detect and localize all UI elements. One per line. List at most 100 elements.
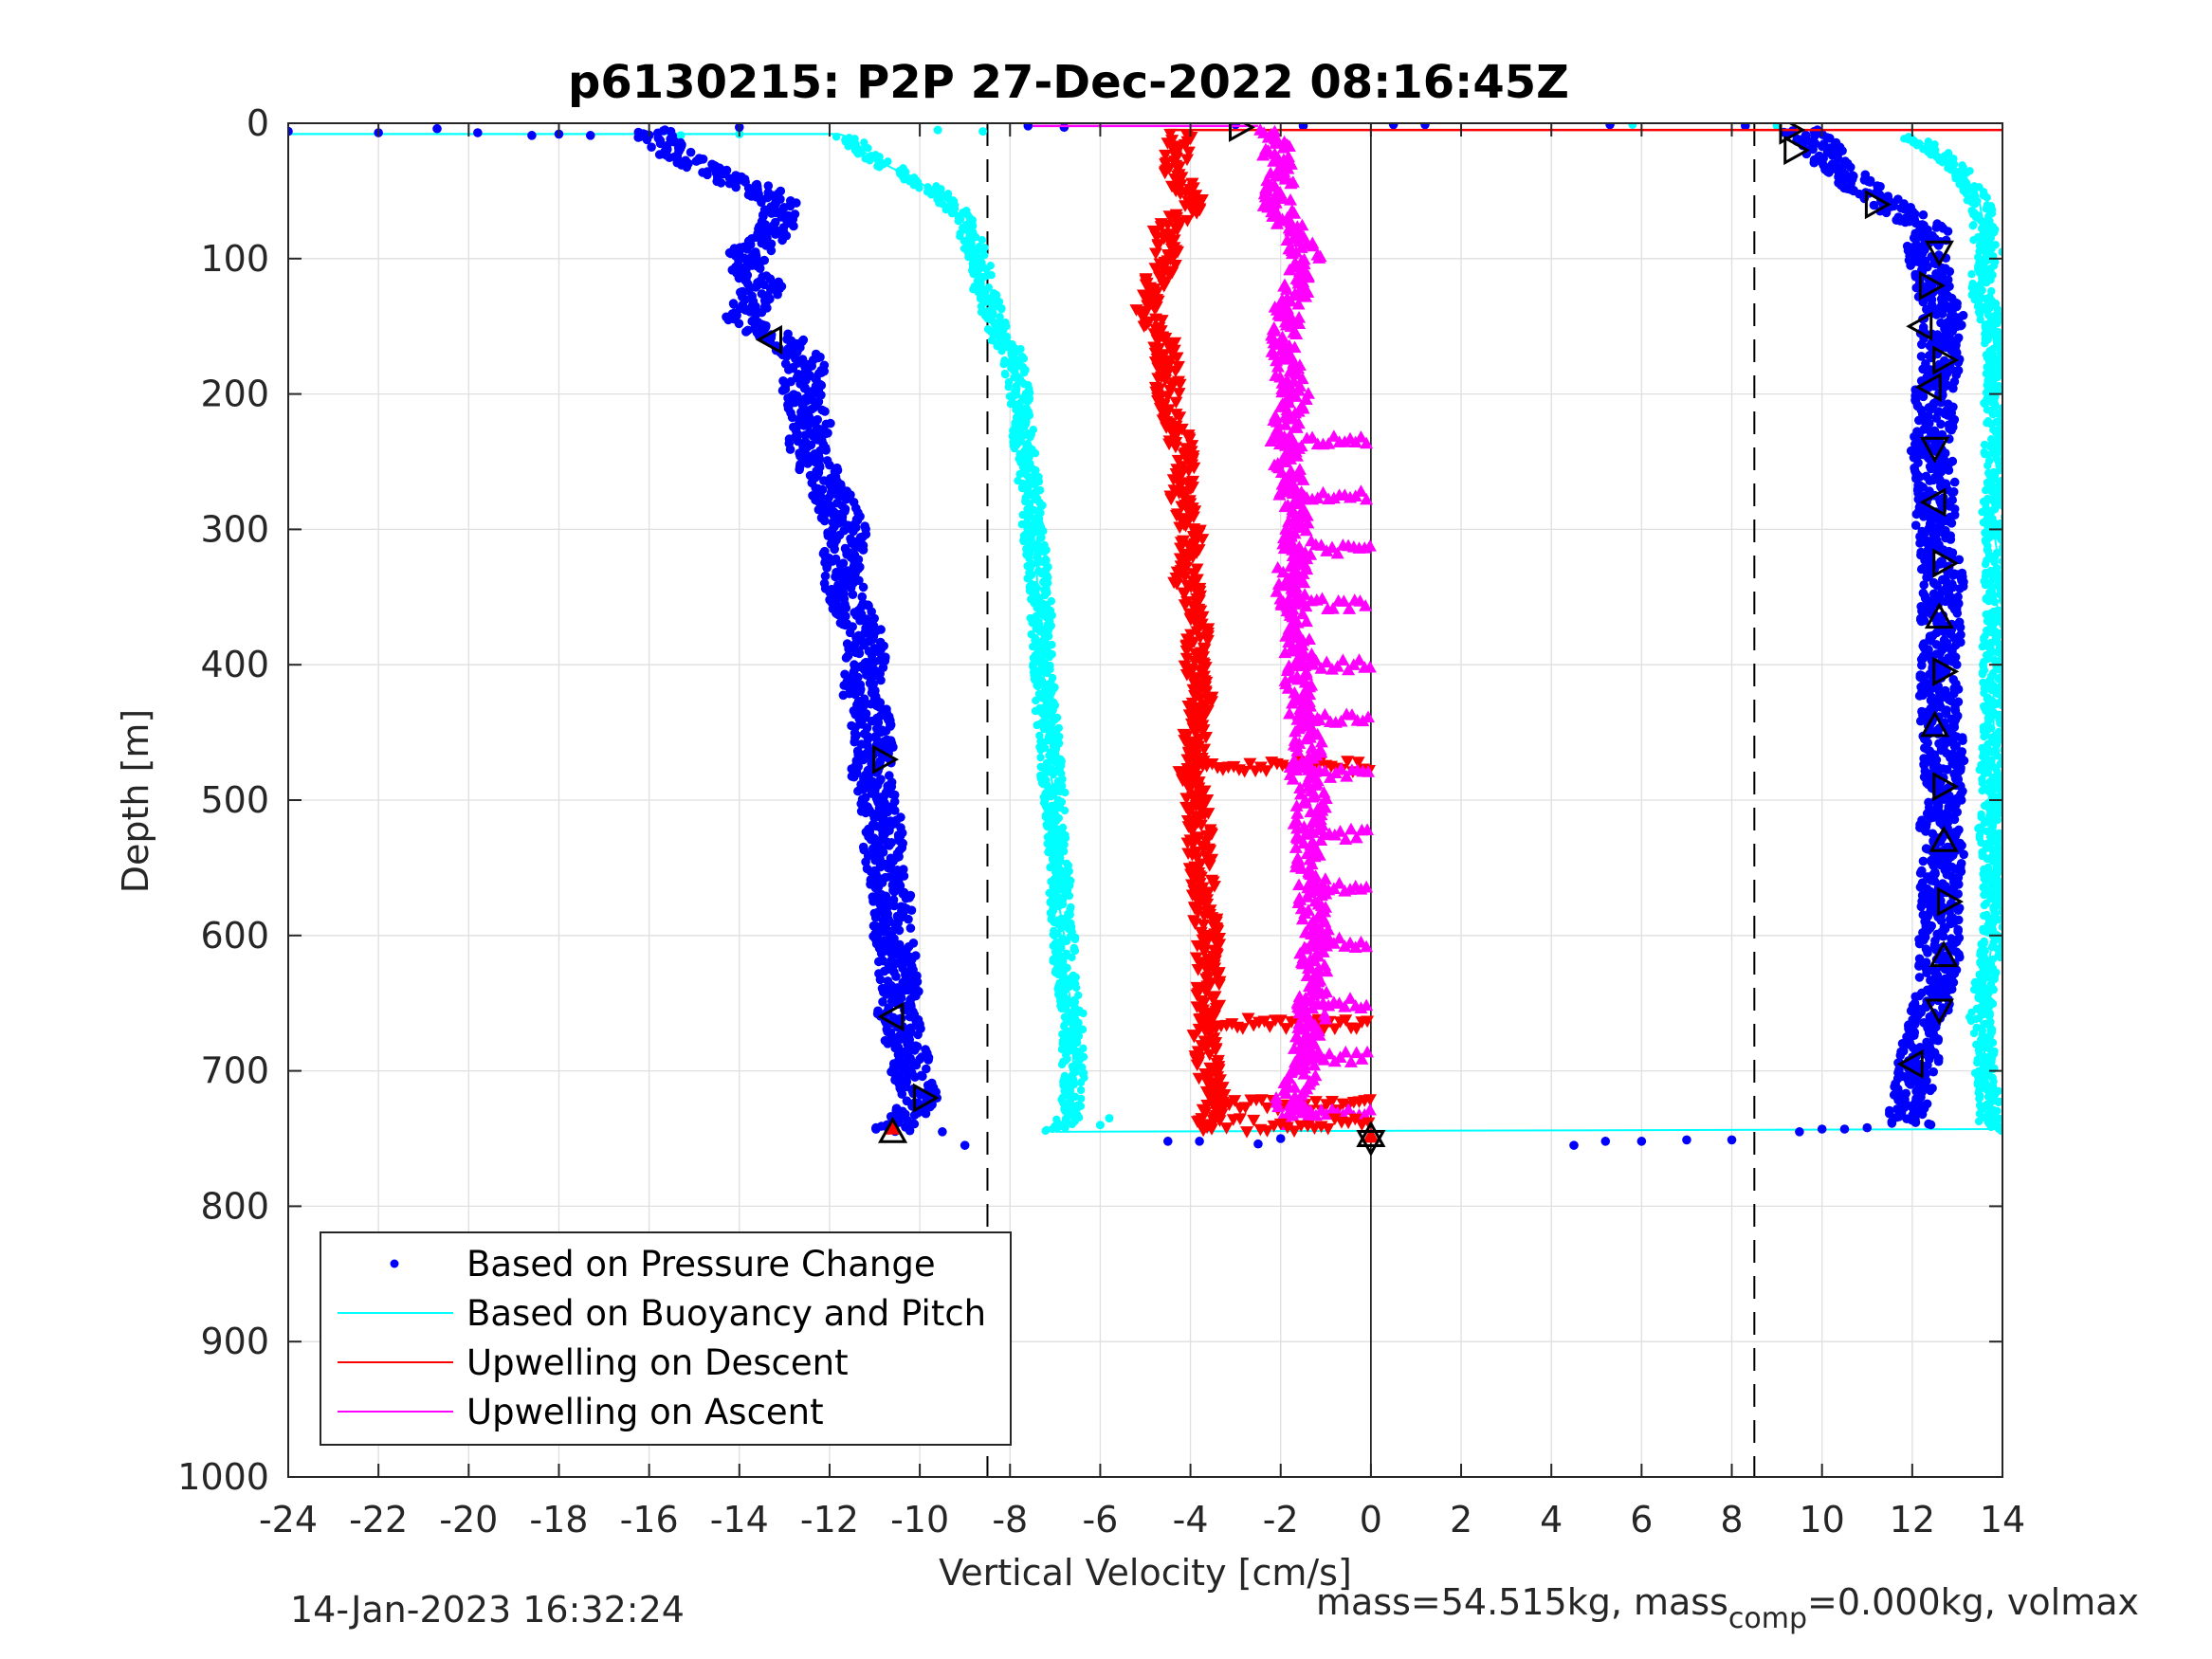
buoyancy-point: [1988, 822, 1997, 831]
pressure-point: [1929, 1066, 1938, 1077]
buoyancy-point: [1031, 480, 1039, 489]
pressure-point: [894, 925, 905, 936]
pressure-point: [1916, 902, 1927, 912]
pressure-point: [849, 772, 859, 782]
pressure-point: [1916, 352, 1927, 361]
pressure-point: [1918, 297, 1929, 307]
pressure-outlier-point: [1795, 1127, 1804, 1137]
descent-triangle: [1172, 161, 1186, 173]
buoyancy-point: [1985, 966, 1994, 975]
descent-triangle: [1152, 271, 1166, 284]
buoyancy-point: [997, 347, 1006, 356]
buoyancy-point: [1057, 923, 1066, 933]
pressure-point: [904, 914, 913, 924]
pressure-point: [1938, 931, 1948, 941]
pressure-point: [734, 319, 744, 329]
buoyancy-point: [1975, 1048, 1983, 1058]
pressure-point: [1925, 476, 1935, 485]
pressure-point: [703, 170, 712, 180]
buoyancy-point: [1996, 953, 2002, 962]
pressure-outlier-point: [1162, 1137, 1173, 1146]
buoyancy-point: [1978, 669, 1987, 679]
pressure-point: [1825, 134, 1835, 143]
buoyancy-outlier-point: [1998, 247, 2002, 257]
pressure-point: [1947, 519, 1957, 528]
pressure-point: [1906, 1080, 1915, 1089]
buoyancy-point: [941, 206, 950, 214]
pressure-point: [757, 197, 766, 208]
pressure-point: [820, 407, 830, 416]
buoyancy-point: [1980, 818, 1989, 828]
buoyancy-point: [954, 217, 962, 226]
pressure-point: [918, 1071, 927, 1082]
buoyancy-point: [926, 191, 936, 199]
buoyancy-point: [1981, 339, 1989, 348]
pressure-point: [1919, 580, 1929, 590]
pressure-outlier-point: [1195, 1137, 1204, 1146]
buoyancy-outlier-point: [1628, 123, 1637, 129]
pressure-point: [1931, 223, 1942, 232]
pressure-point: [1906, 261, 1915, 270]
pressure-outlier-point: [1298, 123, 1308, 131]
pressure-point: [844, 644, 853, 654]
pressure-point: [1918, 856, 1929, 866]
buoyancy-point: [1998, 556, 2002, 566]
descent-triangle: [1149, 247, 1163, 261]
descent-triangle: [1155, 315, 1169, 327]
pressure-point: [665, 153, 674, 162]
pressure-point: [870, 913, 881, 922]
buoyancy-point: [915, 184, 923, 192]
pressure-point: [871, 1124, 881, 1134]
pressure-point: [1959, 849, 1968, 860]
buoyancy-point: [999, 360, 1008, 369]
buoyancy-point: [1947, 166, 1955, 174]
pressure-point: [1914, 961, 1924, 971]
pressure-point: [1817, 141, 1827, 152]
buoyancy-point: [1068, 1120, 1077, 1129]
buoyancy-point: [1978, 642, 1986, 651]
pressure-point: [1910, 1118, 1921, 1127]
pressure-outlier-point: [288, 126, 293, 137]
pressure-point: [1922, 573, 1931, 582]
pressure-point: [889, 901, 899, 911]
pressure-point: [1929, 876, 1940, 886]
pressure-point: [642, 135, 652, 145]
pressure-point: [766, 246, 777, 256]
pressure-outlier-point: [1600, 1137, 1611, 1146]
buoyancy-point: [1974, 1117, 1983, 1126]
buoyancy-point: [1976, 310, 1984, 319]
buoyancy-point: [1983, 193, 1991, 202]
pressure-point: [1911, 509, 1922, 520]
pressure-outlier-point: [635, 131, 645, 140]
pressure-point: [831, 572, 840, 582]
pressure-point: [755, 264, 765, 274]
pressure-point: [731, 182, 740, 192]
pressure-point: [1887, 1119, 1897, 1128]
buoyancy-point: [1043, 668, 1051, 678]
pressure-outlier-point: [432, 123, 442, 134]
buoyancy-point: [1017, 520, 1027, 529]
descent-triangle: [1168, 260, 1182, 272]
pressure-point: [838, 690, 849, 701]
pressure-point: [1949, 741, 1960, 752]
buoyancy-point: [1968, 222, 1977, 230]
pressure-point: [861, 808, 870, 818]
pressure-outlier-point: [527, 131, 537, 140]
pressure-point: [1915, 868, 1926, 878]
pressure-point: [773, 289, 782, 300]
buoyancy-point: [1975, 1094, 1983, 1103]
buoyancy-point: [1033, 720, 1041, 730]
pressure-point: [1948, 571, 1958, 580]
pressure-point: [1955, 623, 1965, 632]
pressure-outlier-point: [1388, 123, 1398, 130]
pressure-point: [1952, 807, 1962, 817]
pressure-point: [1865, 177, 1875, 187]
buoyancy-point: [948, 210, 957, 218]
pressure-point: [647, 142, 656, 152]
pressure-point: [881, 990, 891, 999]
buoyancy-point: [1971, 200, 1980, 209]
pressure-point: [906, 905, 917, 915]
pressure-point: [1943, 227, 1953, 236]
pressure-point: [1900, 217, 1910, 228]
pressure-point: [1915, 532, 1925, 541]
